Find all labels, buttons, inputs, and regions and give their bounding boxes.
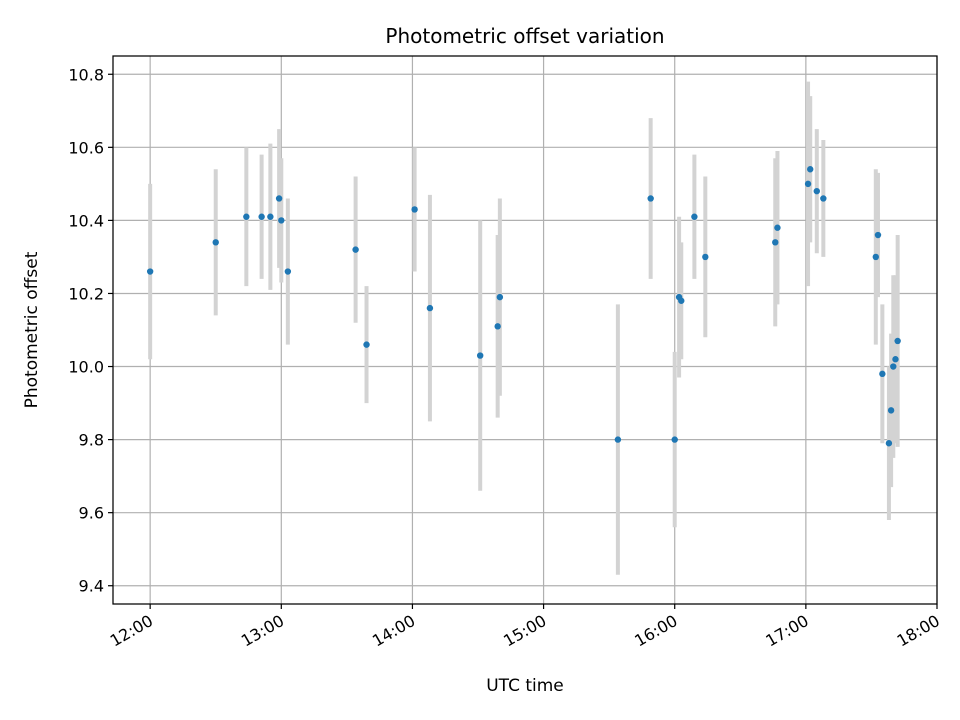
data-point xyxy=(146,268,154,275)
data-point xyxy=(614,436,622,443)
data-point xyxy=(678,297,685,304)
data-point xyxy=(258,213,265,220)
data-point xyxy=(426,304,434,312)
data-point xyxy=(671,436,678,443)
data-point xyxy=(647,195,654,202)
y-tick-label: 10.6 xyxy=(68,138,104,157)
data-point xyxy=(885,440,893,447)
data-point xyxy=(243,213,250,220)
data-point xyxy=(496,293,504,301)
chart-title: Photometric offset variation xyxy=(385,24,664,48)
data-point xyxy=(278,217,285,224)
y-tick-label: 9.8 xyxy=(79,431,104,450)
y-tick-label: 10.0 xyxy=(68,358,104,377)
data-point xyxy=(813,187,820,195)
data-point xyxy=(807,166,814,173)
data-point xyxy=(892,356,899,363)
data-point xyxy=(352,246,359,253)
data-point xyxy=(879,370,886,378)
y-tick-label: 9.6 xyxy=(79,504,104,523)
y-axis-title: Photometric offset xyxy=(22,251,42,408)
data-point xyxy=(212,239,219,246)
data-point xyxy=(874,231,882,239)
data-point xyxy=(890,363,897,370)
data-point xyxy=(284,268,292,275)
data-point xyxy=(894,337,901,345)
y-tick-label: 10.4 xyxy=(68,211,104,230)
y-tick-label: 10.8 xyxy=(68,65,104,84)
y-tick-label: 9.4 xyxy=(79,577,104,596)
grid-lines xyxy=(113,56,938,604)
data-point xyxy=(494,323,501,330)
data-point xyxy=(774,224,781,231)
data-point xyxy=(476,352,484,359)
x-axis-title: UTC time xyxy=(486,676,564,696)
axes-frame xyxy=(112,55,938,605)
data-point xyxy=(411,206,418,213)
data-point xyxy=(820,195,827,202)
data-points xyxy=(146,166,901,447)
data-point xyxy=(275,195,283,202)
y-tick-label: 10.2 xyxy=(68,284,104,303)
data-point xyxy=(772,239,779,246)
data-point xyxy=(872,253,880,261)
data-point xyxy=(691,213,698,220)
data-point xyxy=(702,253,709,261)
data-point xyxy=(267,213,274,220)
data-point xyxy=(804,180,812,188)
data-point xyxy=(887,407,895,414)
data-point xyxy=(363,341,370,348)
